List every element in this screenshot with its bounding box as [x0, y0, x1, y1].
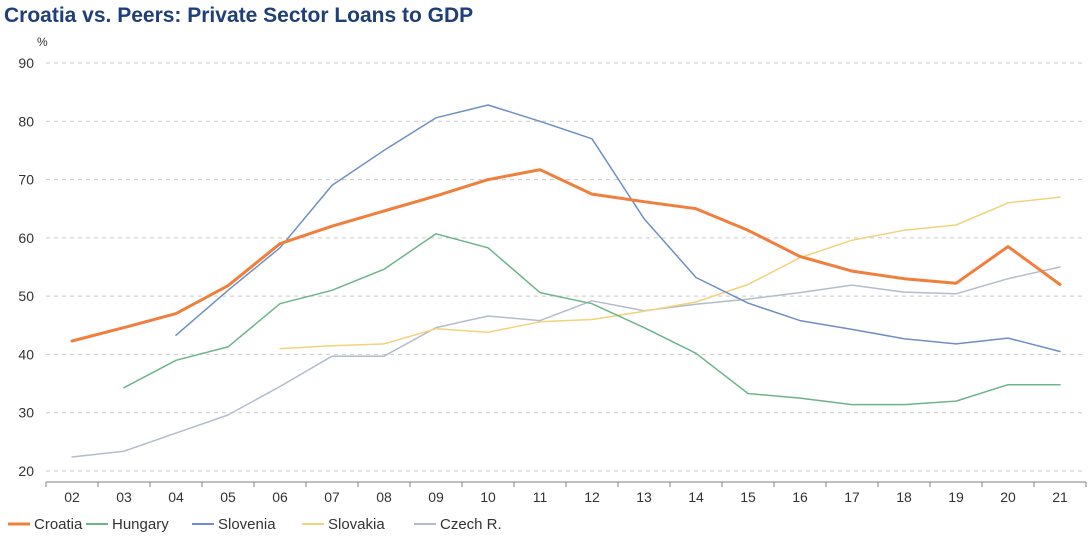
legend-label: Slovenia	[218, 516, 276, 533]
y-tick-label: 80	[18, 113, 34, 129]
y-tick-label: 70	[18, 172, 34, 188]
series-line-slovakia	[279, 196, 1061, 350]
legend-item: Slovenia	[192, 516, 276, 533]
chart-title: Croatia vs. Peers: Private Sector Loans …	[4, 4, 473, 27]
y-axis-unit-label: %	[37, 35, 48, 49]
x-tick-label: 17	[844, 489, 860, 505]
series-line-croatia	[70, 168, 1062, 343]
x-tick-label: 20	[1000, 489, 1016, 505]
x-tick-label: 14	[688, 489, 704, 505]
x-tick-label: 09	[428, 489, 444, 505]
x-tick-label: 05	[220, 489, 236, 505]
legend-label: Croatia	[34, 516, 83, 533]
x-tick-label: 10	[480, 489, 496, 505]
x-tick-label: 08	[376, 489, 392, 505]
x-tick-label: 11	[533, 489, 548, 505]
x-tick-label: 04	[168, 489, 184, 505]
y-tick-label: 30	[18, 405, 34, 421]
y-tick-label: 90	[18, 55, 34, 71]
series-lines	[70, 104, 1062, 458]
legend-label: Slovakia	[328, 516, 385, 533]
x-axis: 02 03 04 05 06 07 08 09 10 11 12 13 14 15 16 17 18 19 20 21	[45, 481, 1087, 505]
x-tick-label: 21	[1052, 489, 1068, 505]
x-tick-label: 18	[896, 489, 912, 505]
y-tick-label: 40	[18, 346, 34, 362]
x-tick-label: 13	[636, 489, 652, 505]
grid-lines	[46, 62, 1086, 472]
x-tick-label: 19	[948, 489, 964, 505]
x-tick-label: 06	[272, 489, 288, 505]
x-tick-label: 07	[324, 489, 340, 505]
legend-item: Croatia	[8, 516, 83, 533]
x-tick-label: 15	[740, 489, 756, 505]
x-tick-label: 12	[584, 489, 600, 505]
series-line-slovenia	[175, 104, 1061, 353]
y-tick-label: 60	[18, 230, 34, 246]
legend-label: Czech R.	[440, 516, 502, 533]
x-tick-label: 02	[64, 489, 80, 505]
legend-item: Hungary	[86, 516, 169, 533]
x-tick-label: 03	[116, 489, 132, 505]
y-tick-label: 50	[18, 288, 34, 304]
series-line-czech-r	[71, 266, 1061, 458]
legend-label: Hungary	[112, 516, 169, 533]
series-line-hungary	[123, 233, 1061, 406]
y-axis-ticks: 20 30 40 50 60 70 80 90	[18, 55, 34, 479]
y-tick-label: 20	[18, 463, 34, 479]
legend: Croatia Hungary Slovenia Slovakia Czech R.	[8, 516, 502, 533]
x-tick-label: 16	[792, 489, 808, 505]
legend-item: Slovakia	[302, 516, 385, 533]
legend-item: Czech R.	[414, 516, 502, 533]
